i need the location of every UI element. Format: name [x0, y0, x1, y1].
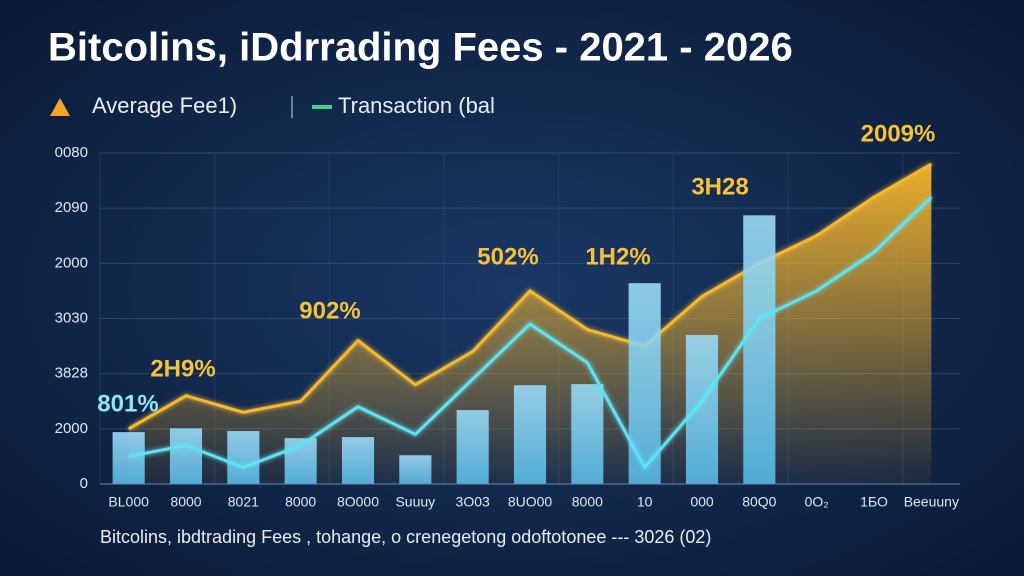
x-tick-label: 3O03: [456, 494, 490, 510]
bar-shine: [112, 432, 145, 484]
annotation: 2009%: [861, 120, 936, 147]
y-tick-label: 3030: [55, 309, 88, 326]
bar-shine: [399, 455, 432, 484]
legend-label: Transaction (bal: [338, 93, 495, 118]
x-tick-label: Suuuy: [395, 494, 435, 510]
annotation: 902%: [299, 297, 360, 324]
y-tick-label: 0: [80, 475, 88, 492]
legend-label: Average Fee1): [92, 93, 237, 118]
x-tick-label: Beeuuny: [904, 494, 959, 510]
x-tick-label: 0O₂: [805, 494, 829, 510]
legend: Average Fee1) Transaction (bal: [50, 93, 495, 118]
y-tick-label: 2000: [55, 420, 88, 437]
y-tick-label: 2000: [55, 254, 88, 271]
x-tick-label: BL000: [108, 494, 149, 510]
bar-shine: [227, 431, 260, 484]
x-tick-label: 8021: [228, 494, 259, 510]
legend-icon: [50, 98, 70, 116]
y-tick-label: 2090: [55, 199, 88, 216]
x-tick-label: 8UO00: [508, 494, 553, 510]
x-tick-label: 80Q0: [742, 494, 776, 510]
x-tick-label: 8O000: [337, 494, 379, 510]
x-tick-label: 10: [637, 494, 653, 510]
x-tick-label: 8000: [285, 494, 316, 510]
bar-shine: [456, 410, 489, 484]
bar-shine: [513, 385, 547, 484]
annotation: 3H28: [691, 173, 748, 200]
annotation: 502%: [477, 243, 538, 270]
bar-shine: [341, 437, 375, 484]
annotation: 801%: [97, 390, 158, 417]
line: [128, 196, 933, 471]
subtitle: Bitcolins, ibdtrading Fees , tohange, o …: [100, 527, 711, 547]
y-tick-label: 0080: [55, 144, 88, 161]
bar-shine: [685, 335, 719, 484]
x-tick-label: 1ƂO: [860, 494, 888, 510]
bar-shine: [571, 384, 604, 484]
x-tick-label: 000: [690, 494, 714, 510]
annotation: 1H2%: [585, 243, 650, 270]
y-tick-label: 3828: [55, 365, 88, 382]
chart-title: Bitcolins, iDdrrading Fees - 2021 - 2026: [48, 26, 793, 70]
annotation: 2H9%: [150, 355, 215, 382]
bar-shine: [743, 215, 776, 485]
bar-shine: [169, 428, 203, 484]
area-edge: [127, 162, 933, 431]
x-tick-label: 8000: [170, 494, 201, 510]
x-tick-label: 8000: [572, 494, 603, 510]
